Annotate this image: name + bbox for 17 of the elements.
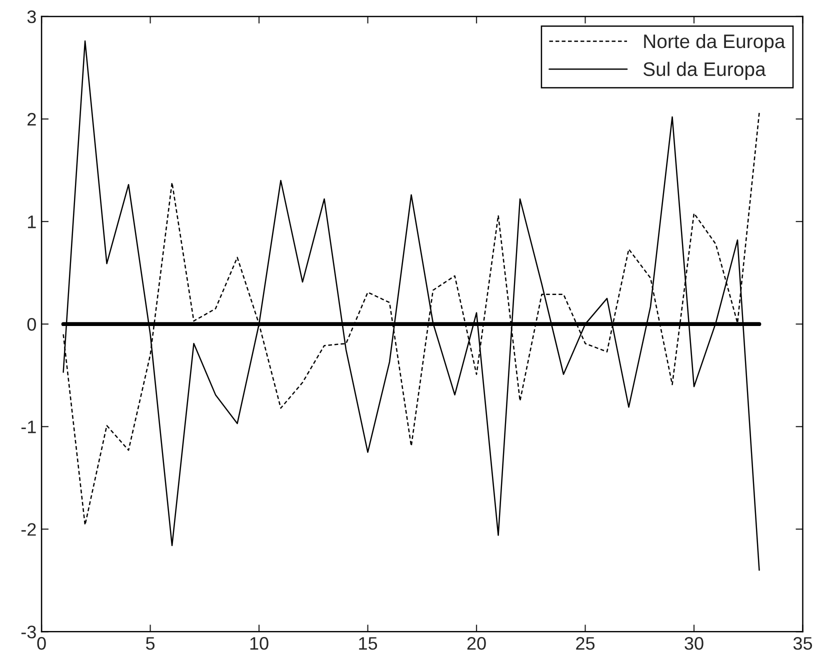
x-tick-label: 10 [250,637,268,650]
y-tick-label: -3 [21,626,36,638]
legend-label: Sul da Europa [643,62,766,80]
x-tick-label: 25 [576,637,595,650]
x-tick-label: 20 [467,637,486,650]
x-tick-label: 15 [359,637,378,650]
y-tick-label: 1 [28,216,36,228]
y-tick-label: -1 [21,420,36,434]
y-tick-label: 3 [27,10,36,24]
y-tick-label: -2 [21,523,36,536]
x-tick-label: 30 [684,637,704,650]
legend-label: Norte da Europa [644,34,786,52]
y-tick-label: 2 [28,112,36,126]
x-tick-label: 35 [793,637,812,650]
x-tick-label: 0 [37,637,46,650]
x-tick-label: 5 [146,637,155,650]
y-tick-label: 0 [27,318,36,331]
